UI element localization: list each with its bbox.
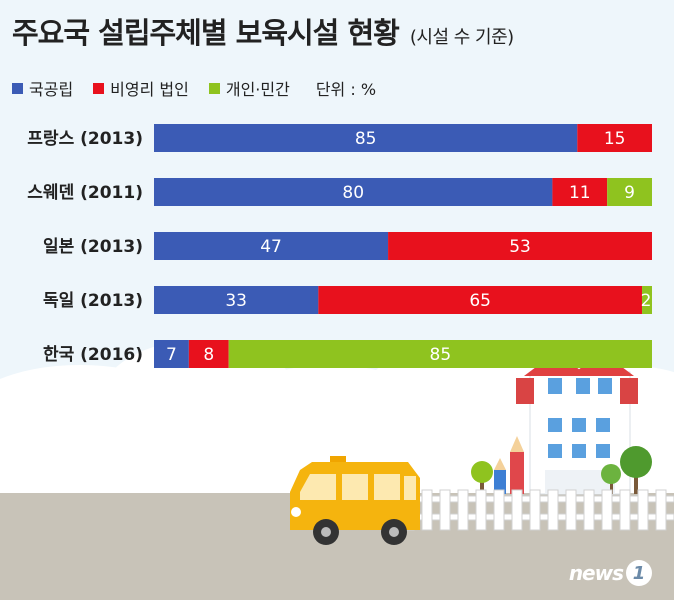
bar-segment-nonprofit: [388, 232, 652, 260]
category-label: 한국 (2016): [43, 345, 143, 365]
legend-label: 개인·민간: [225, 80, 290, 99]
legend-swatch-private: [208, 82, 220, 94]
school-bus-illustration: [290, 456, 420, 545]
data-label: 80: [342, 183, 364, 203]
chart-subtitle: (시설 수 기준): [409, 27, 514, 48]
brand-logo-text: news: [568, 561, 624, 585]
bar-segment-private: [642, 286, 652, 314]
bar-segment-nonprofit: [552, 178, 608, 206]
building-illustration: [516, 352, 638, 495]
brand-logo-badge: 1: [626, 560, 652, 586]
bar-segment-public: [154, 340, 189, 368]
data-label: 11: [569, 183, 591, 203]
category-label: 프랑스 (2013): [27, 129, 143, 149]
legend-item-nonprofit: 비영리 법인: [93, 76, 189, 100]
legend-swatch-public: [12, 82, 23, 94]
bar-segment-private: [607, 178, 652, 206]
data-label: 15: [604, 129, 626, 149]
data-label: 8: [203, 345, 214, 365]
data-label: 85: [355, 129, 377, 149]
bar-segment-public: [154, 178, 553, 206]
bar-segment-nonprofit: [318, 286, 643, 314]
data-label: 7: [166, 345, 177, 365]
category-label: 일본 (2013): [43, 237, 143, 257]
data-label: 2: [641, 291, 652, 311]
brand-logo: news 1: [569, 560, 652, 586]
data-label: 9: [624, 183, 635, 203]
data-label: 33: [225, 291, 247, 311]
bar-segment-public: [154, 232, 389, 260]
title-block: 주요국 설립주체별 보육시설 현황 (시설 수 기준): [12, 10, 514, 52]
category-label: 독일 (2013): [43, 291, 143, 311]
bar-segment-public: [154, 286, 319, 314]
legend-label: 비영리 법인: [110, 80, 189, 99]
legend-item-public: 국공립: [12, 76, 73, 100]
data-label: 85: [430, 345, 452, 365]
legend-label: 국공립: [29, 80, 74, 99]
bar-segment-public: [154, 124, 578, 152]
legend: 국공립 비영리 법인 개인·민간 단위 : %: [12, 76, 376, 100]
data-label: 53: [509, 237, 531, 257]
bar-segment-private: [228, 340, 652, 368]
bar-segment-nonprofit: [577, 124, 652, 152]
data-label: 47: [260, 237, 282, 257]
legend-swatch-nonprofit: [93, 82, 105, 94]
legend-item-private: 개인·민간: [208, 76, 290, 100]
chart-title: 주요국 설립주체별 보육시설 현황: [12, 16, 400, 50]
category-label: 스웨덴 (2011): [27, 183, 143, 203]
trees-illustration: [471, 436, 652, 494]
bar-segment-nonprofit: [188, 340, 229, 368]
unit-label: 단위 : %: [315, 80, 377, 99]
data-label: 65: [469, 291, 491, 311]
